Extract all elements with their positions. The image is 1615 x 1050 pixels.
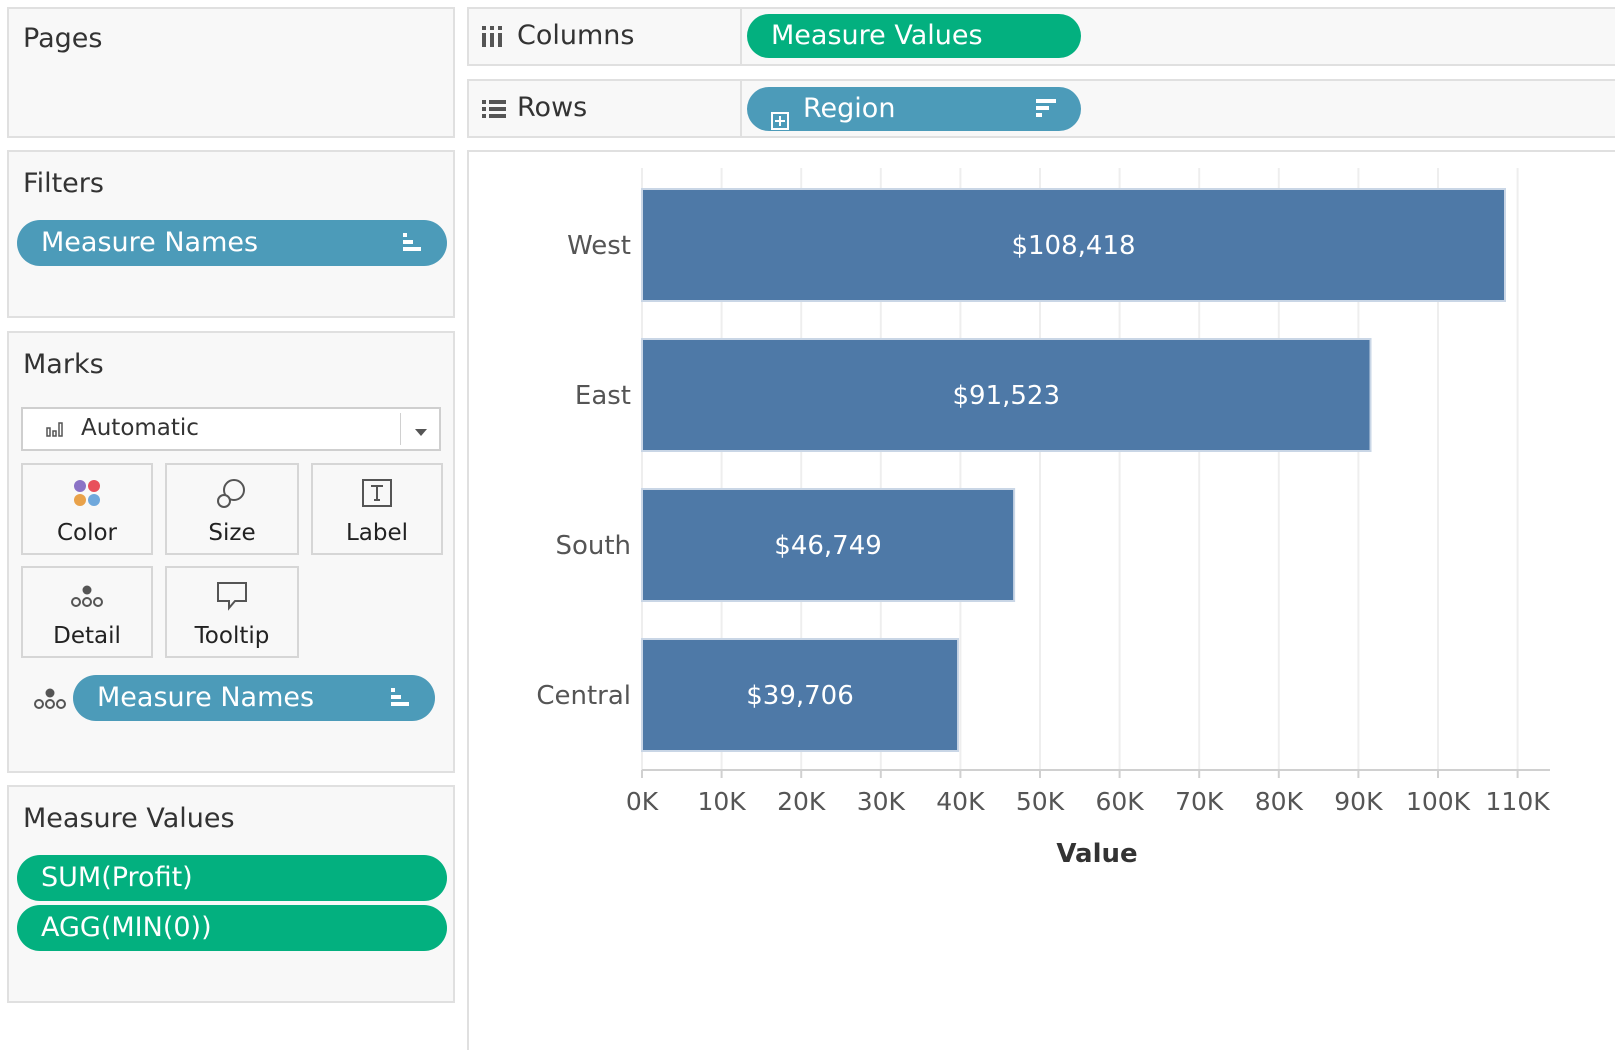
marks-title: Marks [23, 349, 104, 380]
filter-list-icon[interactable] [389, 675, 411, 721]
columns-icon [481, 23, 503, 55]
measure-pill-sum-profit[interactable]: SUM(Profit) [17, 855, 447, 901]
detail-dots-icon [33, 685, 67, 717]
shelf-divider [740, 9, 742, 64]
measure-pill-label: SUM(Profit) [41, 862, 193, 893]
view-canvas[interactable] [467, 150, 1615, 1050]
columns-label: Columns [517, 20, 635, 51]
filters-card[interactable]: Filters Measure Names [7, 150, 455, 318]
filter-pill-measure-names[interactable]: Measure Names [17, 220, 447, 266]
shelf-divider [740, 81, 742, 136]
measure-pill-agg-min[interactable]: AGG(MIN(0)) [17, 905, 447, 951]
filters-title: Filters [23, 168, 104, 199]
sort-descending-icon[interactable] [1035, 87, 1057, 131]
measure-values-card[interactable]: Measure Values SUM(Profit) AGG(MIN(0)) [7, 785, 455, 1003]
dropdown-divider [400, 413, 401, 445]
measure-values-title: Measure Values [23, 803, 235, 834]
mark-type-dropdown[interactable]: Automatic [21, 407, 441, 451]
size-button-label: Size [208, 520, 256, 546]
color-button[interactable]: Color [21, 463, 153, 555]
rows-shelf[interactable]: Rows Region [467, 79, 1615, 138]
label-button-label: Label [345, 520, 409, 546]
filter-list-icon[interactable] [401, 220, 423, 266]
size-button[interactable]: Size [165, 463, 299, 555]
plus-box-icon[interactable] [771, 100, 789, 131]
marks-card[interactable]: Marks Automatic Color Size Label Detail … [7, 331, 455, 773]
columns-shelf[interactable]: Columns Measure Values [467, 7, 1615, 66]
columns-pill-measure-values[interactable]: Measure Values [747, 14, 1081, 58]
measure-pill-label: AGG(MIN(0)) [41, 912, 212, 943]
pages-title: Pages [23, 23, 103, 54]
filter-pill-label: Measure Names [41, 227, 259, 258]
detail-pill-measure-names[interactable]: Measure Names [73, 675, 435, 721]
chevron-down-icon[interactable] [413, 423, 429, 442]
size-circles-icon [217, 479, 245, 508]
columns-pill-label: Measure Values [771, 20, 983, 51]
detail-button[interactable]: Detail [21, 566, 153, 658]
rows-label: Rows [517, 92, 588, 123]
label-button[interactable]: Label [311, 463, 443, 555]
rows-pill-label: Region [803, 93, 896, 124]
rows-pill-region[interactable]: Region [747, 87, 1081, 131]
detail-pill-label: Measure Names [97, 682, 315, 713]
mark-type-label: Automatic [81, 415, 199, 441]
tooltip-button[interactable]: Tooltip [165, 566, 299, 658]
pages-card[interactable]: Pages [7, 7, 455, 138]
bar-chart-icon [45, 419, 65, 443]
speech-bubble-icon [217, 582, 247, 611]
text-label-icon [362, 479, 392, 507]
tooltip-button-label: Tooltip [194, 623, 270, 649]
detail-dots-icon [71, 585, 103, 607]
detail-button-label: Detail [53, 623, 121, 649]
color-button-label: Color [56, 520, 118, 546]
color-dots-icon [74, 480, 100, 506]
rows-icon [481, 97, 507, 125]
